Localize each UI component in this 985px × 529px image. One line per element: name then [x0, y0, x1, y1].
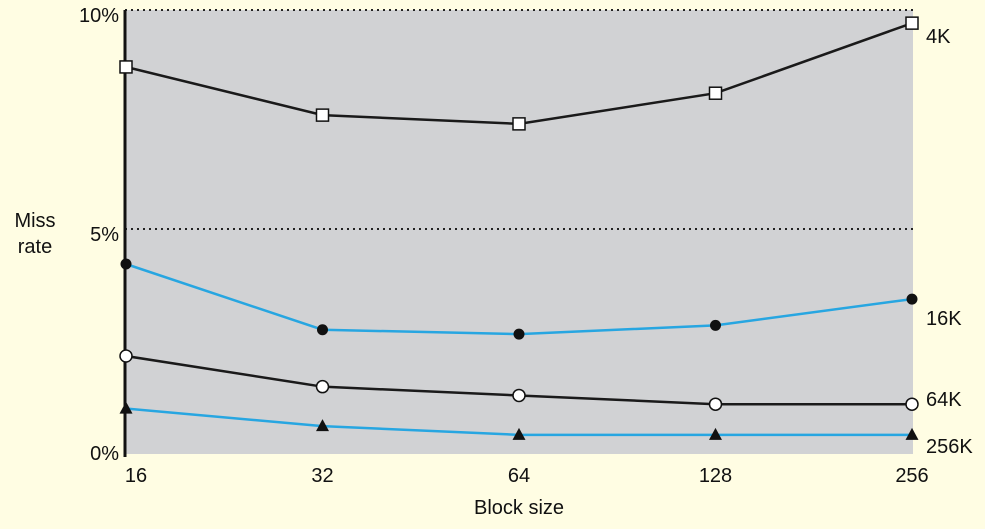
- series-layer: 4K 16K 64K 256K: [119, 16, 973, 458]
- point-4k-256: [905, 16, 919, 30]
- point-64k-32: [315, 379, 330, 394]
- tick-labels: 0% 5% 10% 16 32 64 128 256: [79, 5, 929, 487]
- series-label-16k: 16K: [926, 308, 962, 330]
- series-4k: [119, 16, 919, 131]
- point-256k-128: [709, 427, 722, 440]
- y-tick-label-2: 10%: [79, 5, 119, 27]
- y-tick-label-0: 0%: [90, 443, 119, 465]
- point-256k-64: [512, 427, 526, 440]
- point-64k-128: [708, 397, 723, 411]
- x-tick-label-2: 64: [508, 465, 530, 487]
- series-64k: [119, 349, 919, 411]
- point-64k-64: [512, 388, 526, 403]
- x-tick-label-4: 256: [895, 465, 928, 487]
- series-16k: [120, 258, 918, 340]
- point-64k-16: [119, 349, 133, 363]
- point-16k-16: [120, 258, 132, 270]
- y-axis-label-line-1: Miss: [14, 210, 55, 232]
- y-tick-label-1: 5%: [90, 224, 119, 246]
- series-label-256k: 256K: [926, 436, 973, 458]
- x-axis-label: Block size: [474, 497, 564, 519]
- point-4k-128: [708, 86, 723, 100]
- x-tick-label-1: 32: [311, 465, 333, 487]
- point-64k-256: [905, 397, 919, 411]
- plot-area: [125, 10, 913, 454]
- point-256k-256: [905, 427, 919, 440]
- point-16k-256: [906, 293, 918, 305]
- series-label-64k: 64K: [926, 389, 962, 411]
- point-16k-32: [317, 324, 328, 336]
- y-axis-label-line-2: rate: [18, 236, 52, 258]
- point-16k-64: [513, 328, 525, 340]
- point-4k-64: [512, 117, 526, 131]
- series-label-4k: 4K: [926, 26, 951, 48]
- point-4k-16: [119, 60, 133, 74]
- point-16k-128: [710, 319, 721, 331]
- x-tick-label-0: 16: [125, 465, 147, 487]
- x-tick-label-3: 128: [699, 465, 732, 487]
- point-4k-32: [315, 108, 330, 122]
- series-256k: [119, 401, 919, 440]
- point-256k-32: [316, 419, 329, 432]
- point-256k-16: [119, 401, 133, 414]
